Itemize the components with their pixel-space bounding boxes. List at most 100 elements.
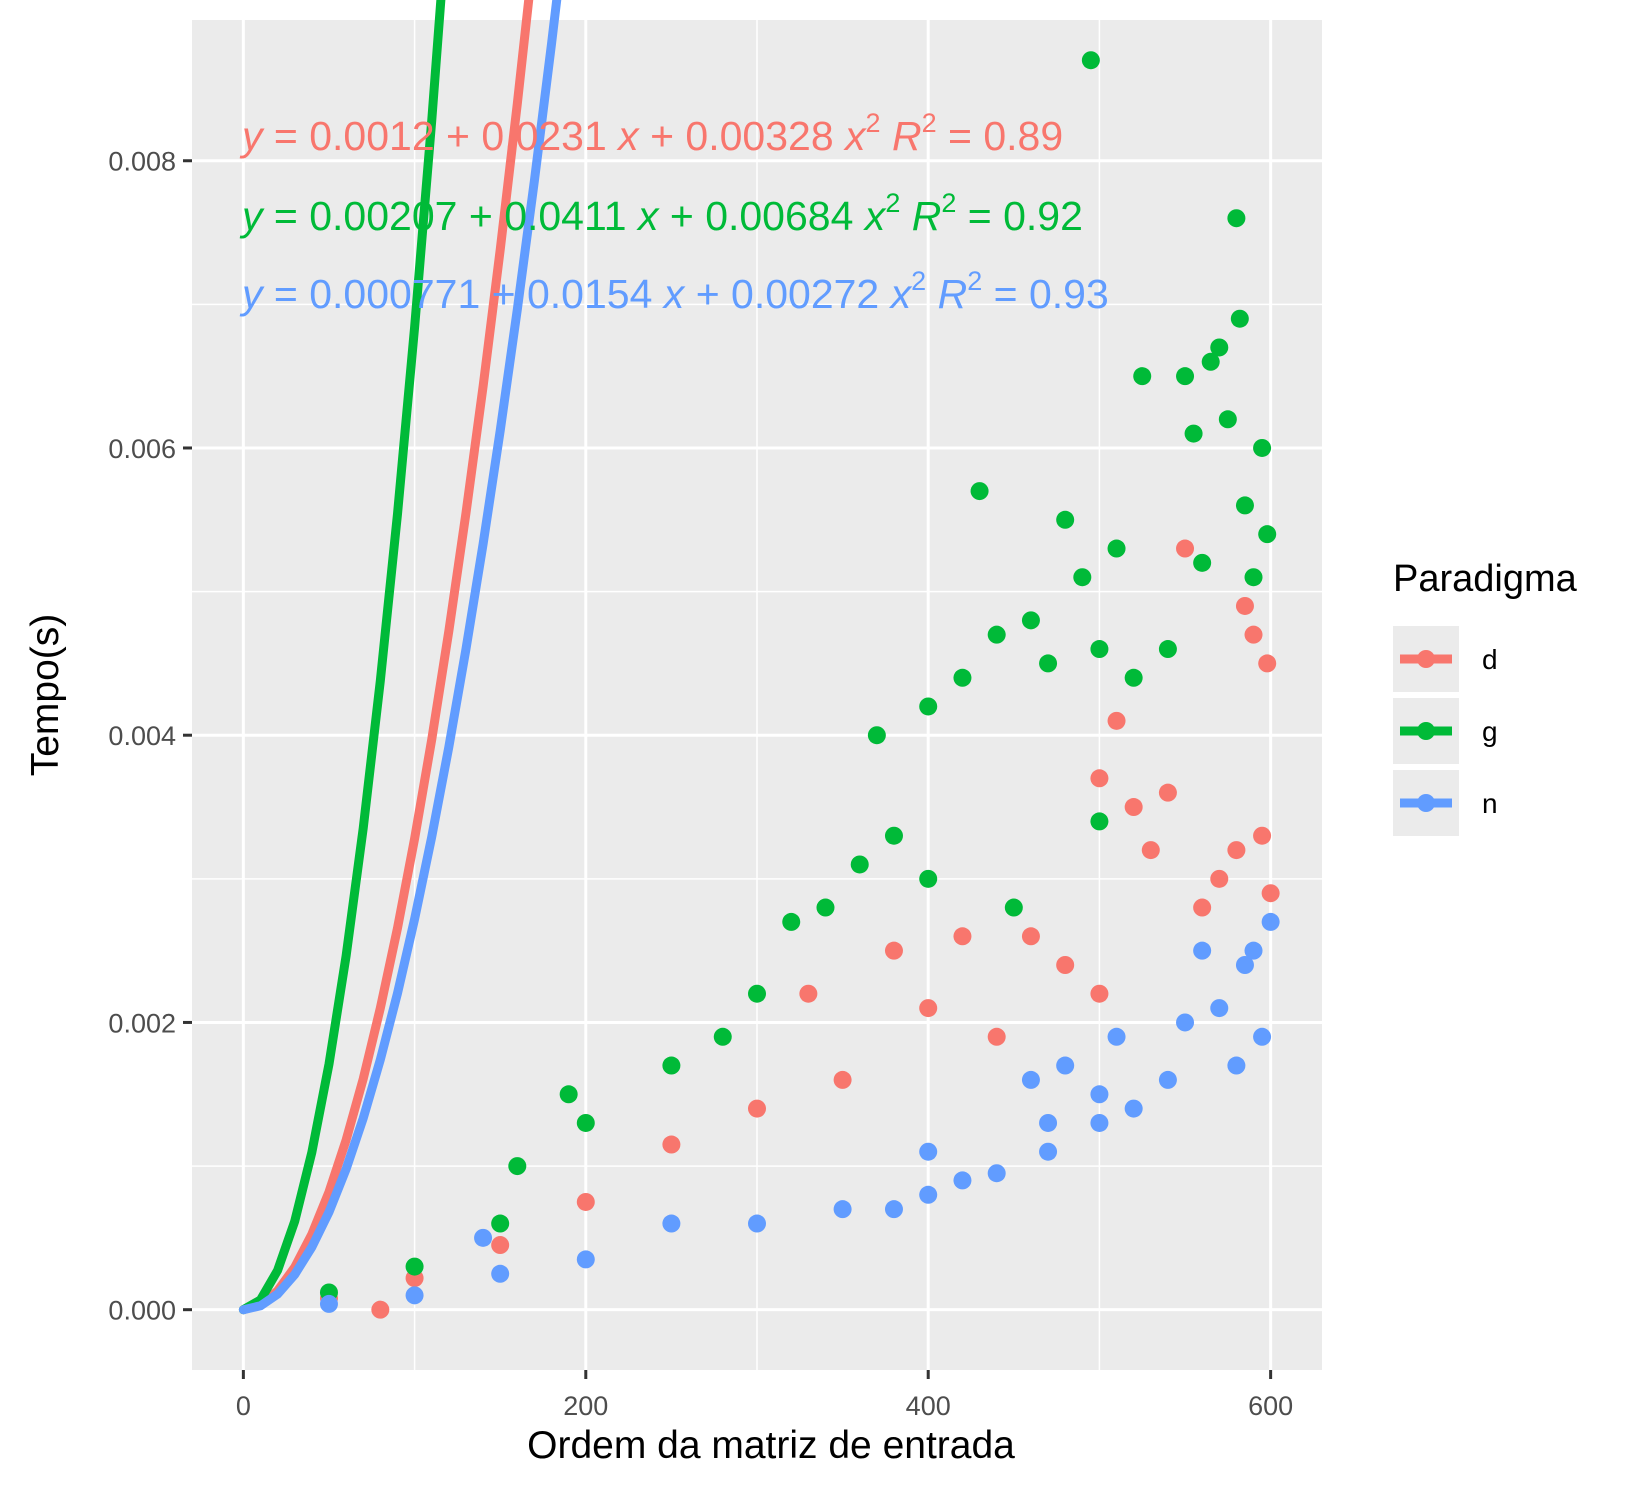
- data-point-d: [953, 927, 972, 946]
- data-point-n: [884, 1200, 903, 1219]
- data-point-g: [1090, 812, 1109, 831]
- equation-g-intercept: 0.00207: [309, 193, 457, 239]
- data-point-d: [1258, 654, 1277, 673]
- legend-key-point-d: [1417, 650, 1435, 668]
- data-point-n: [1021, 1070, 1040, 1089]
- data-point-n: [319, 1294, 338, 1313]
- data-point-g: [576, 1113, 595, 1132]
- equation-d-y: y: [239, 113, 265, 159]
- data-point-d: [1090, 984, 1109, 1003]
- data-point-n: [405, 1286, 424, 1305]
- data-point-g: [491, 1214, 510, 1233]
- minor-gridlines: [192, 20, 1322, 1370]
- data-point-g: [1081, 51, 1100, 70]
- data-point-d: [371, 1300, 390, 1319]
- data-point-n: [1227, 1056, 1246, 1075]
- data-point-n: [953, 1171, 972, 1190]
- data-point-d: [1261, 884, 1280, 903]
- data-point-n: [1056, 1056, 1075, 1075]
- data-point-n: [748, 1214, 766, 1233]
- data-point-n: [1158, 1070, 1177, 1089]
- x-axis: 0 200 400 600: [236, 1370, 1293, 1421]
- data-point-g: [782, 912, 801, 931]
- equation-g-quadratic: 0.00684: [705, 193, 853, 239]
- data-point-n: [1261, 912, 1280, 931]
- y-tick-label: 0.004: [108, 721, 176, 751]
- x-axis-title: Ordem da matriz de entrada: [527, 1424, 1015, 1467]
- data-point-d: [1176, 539, 1195, 558]
- equation-d-linear: 0.0231: [481, 113, 606, 159]
- fit-curves: [238, 0, 562, 1315]
- data-point-g: [1107, 539, 1126, 558]
- y-axis: 0.000 0.002 0.004 0.006 0.008: [108, 147, 192, 1326]
- data-point-d: [1021, 927, 1040, 946]
- data-point-d: [491, 1236, 510, 1255]
- x-tick-label: 200: [563, 1391, 608, 1421]
- data-point-d: [1141, 841, 1160, 860]
- data-point-n: [1039, 1142, 1058, 1161]
- equation-d: y = 0.0012 + 0.0231 x + 0.00328 x2 R2 = …: [239, 108, 1063, 159]
- data-point-g: [405, 1257, 424, 1276]
- data-point-d: [1107, 711, 1126, 730]
- data-point-n: [576, 1250, 595, 1269]
- data-point-d: [1124, 798, 1143, 817]
- data-point-g: [850, 855, 869, 874]
- data-point-g: [1227, 209, 1246, 228]
- legend-keys: d g n: [1393, 626, 1498, 836]
- equation-n-intercept: 0.000771: [309, 271, 480, 317]
- equation-g: y = 0.00207 + 0.0411 x + 0.00684 x2 R2 =…: [239, 188, 1083, 239]
- data-point-g: [1090, 640, 1109, 659]
- equation-g-y: y: [239, 193, 265, 239]
- data-point-d: [1244, 625, 1263, 644]
- data-point-g: [970, 482, 989, 501]
- equation-d-intercept: 0.0012: [309, 113, 434, 159]
- data-point-g: [884, 826, 903, 845]
- data-point-d: [833, 1070, 852, 1089]
- equation-d-r2: 0.89: [983, 113, 1063, 159]
- data-point-g: [953, 668, 972, 687]
- data-point-d: [799, 984, 818, 1003]
- data-point-d: [919, 999, 938, 1018]
- fit-curve-n: [238, 0, 562, 1315]
- data-point-n: [1253, 1027, 1272, 1046]
- data-point-n: [1107, 1027, 1126, 1046]
- y-tick-label: 0.002: [108, 1008, 176, 1038]
- y-axis-title: Tempo(s): [24, 614, 67, 777]
- data-point-d: [1253, 826, 1272, 845]
- data-point-g: [1244, 568, 1263, 587]
- data-point-g: [748, 984, 766, 1003]
- data-point-d: [576, 1192, 595, 1211]
- data-point-g: [1124, 668, 1143, 687]
- data-point-n: [1210, 999, 1229, 1018]
- data-point-d: [884, 941, 903, 960]
- equation-n-quadratic: 0.00272: [731, 271, 879, 317]
- legend-key-point-g: [1417, 722, 1435, 740]
- data-point-g: [1258, 525, 1277, 544]
- data-point-g: [919, 697, 938, 716]
- data-point-d: [1227, 841, 1246, 860]
- equation-n-y: y: [239, 271, 265, 317]
- data-point-g: [1253, 438, 1272, 457]
- data-point-g: [559, 1085, 578, 1104]
- data-point-g: [1021, 611, 1040, 630]
- data-point-n: [833, 1200, 852, 1219]
- data-point-d: [1158, 783, 1177, 802]
- y-tick-label: 0.000: [108, 1296, 176, 1326]
- data-point-g: [662, 1056, 681, 1075]
- fit-curve-g: [238, 0, 446, 1315]
- legend-label-g: g: [1482, 716, 1498, 747]
- y-tick-label: 0.008: [108, 147, 176, 177]
- data-point-n: [987, 1164, 1006, 1183]
- data-point-d: [1056, 956, 1075, 974]
- data-point-g: [816, 898, 835, 917]
- data-point-g: [1218, 410, 1237, 429]
- data-point-d: [1090, 769, 1109, 788]
- data-point-g: [1210, 338, 1229, 357]
- equation-d-quadratic: 0.00328: [685, 113, 833, 159]
- data-point-d: [748, 1099, 766, 1118]
- x-tick-label: 400: [906, 1391, 951, 1421]
- data-point-n: [919, 1142, 938, 1161]
- data-point-g: [1133, 367, 1152, 386]
- legend-key-point-n: [1417, 794, 1435, 812]
